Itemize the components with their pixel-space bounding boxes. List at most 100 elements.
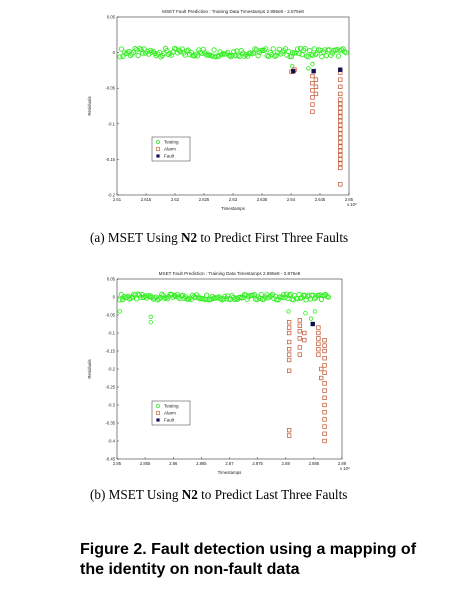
c2-x-tick-label: 2.88 (282, 461, 291, 466)
c2-testing-point (286, 292, 292, 299)
c2-x-tick-label: 2.87 (225, 461, 234, 466)
c1-testing-point (329, 50, 336, 56)
c2-alarm-point (286, 357, 292, 363)
c1-y-tick-label: -0.05 (105, 86, 115, 91)
c2-legend-marker-testing (156, 404, 160, 408)
c2-testing-point (203, 292, 210, 298)
c2-alarm-point (322, 431, 327, 436)
caption-a: (a) MSET Using N2 to Predict First Three… (90, 230, 357, 246)
c2-testing-point (281, 291, 287, 298)
c1-legend-marker-fault (156, 154, 160, 158)
c2-testing-point (258, 291, 264, 298)
c1-alarm-point (338, 165, 343, 171)
c2-legend-marker-fault (156, 418, 160, 422)
c1-alarm-point (338, 152, 343, 158)
c2-testing-point (180, 292, 186, 298)
c2-alarm-point (286, 368, 292, 373)
c2-testing-point (168, 291, 175, 298)
caption-b-prefix: (b) MSET Using (90, 487, 182, 502)
c2-y-tick-label: -0.3 (108, 403, 116, 408)
c1-x-tick-label: 2.62 (171, 197, 180, 202)
c1-alarm-point (313, 77, 319, 82)
c2-alarm-point (316, 330, 321, 336)
c2-alarm-point (297, 336, 302, 341)
c2-alarm-point (319, 375, 324, 381)
c1-alarm-point (338, 123, 343, 128)
c2-y-tick-label: -0.4 (108, 439, 116, 444)
c1-testing-point (155, 51, 161, 57)
c2-x-axis-label: Timestamps (218, 470, 243, 475)
c1-testing-point (313, 51, 319, 58)
c2-testing-point (139, 291, 145, 298)
c2-y-tick-label: 0 (113, 295, 116, 300)
c1-alarm-point (338, 135, 343, 141)
c1-alarm-point (313, 84, 319, 89)
c2-alarm-point (322, 338, 327, 343)
c1-x-tick-label: 2.64 (287, 197, 296, 202)
c1-testing-point (296, 50, 302, 57)
c2-alarm-point (322, 424, 327, 429)
c1-alarm-point (338, 97, 343, 102)
c2-testing-point (163, 294, 169, 301)
caption-a-prefix: (a) MSET Using (90, 230, 181, 245)
c1-testing-point (194, 53, 200, 59)
c1-testing-point (118, 46, 125, 52)
c1-alarm-point (338, 118, 343, 124)
c1-testing-point (211, 47, 217, 53)
c2-x-tick-label: 2.865 (196, 461, 207, 466)
c2-y-tick-label: -0.15 (105, 349, 115, 354)
c2-x-tick-label: 2.855 (140, 461, 151, 466)
c2-y-axis-label: Residuals (87, 359, 92, 379)
c1-x-tick-label: 2.635 (257, 197, 268, 202)
c1-y-axis-label: Residuals (87, 96, 92, 116)
c2-testing-point (128, 295, 134, 301)
c2-x-tick-label: 2.885 (309, 461, 320, 466)
c1-testing-point (273, 52, 279, 59)
c1-x-tick-label: 2.61 (113, 197, 122, 202)
c1-testing-point (306, 66, 311, 71)
c1-fault-point (311, 68, 316, 74)
c2-fault-point (310, 321, 315, 327)
c1-alarm-point (338, 114, 343, 119)
c2-alarm-point (297, 323, 302, 328)
c1-x-tick-label: 2.615 (141, 197, 152, 202)
c1-testing-point (193, 51, 199, 57)
c2-alarm-point (286, 428, 292, 433)
c2-alarm-point (297, 352, 302, 357)
c2-alarm-point (297, 345, 302, 350)
c2-testing-point (148, 320, 153, 325)
caption-b: (b) MSET Using N2 to Predict Last Three … (90, 487, 357, 503)
c1-y-tick-label: -0.2 (108, 193, 116, 198)
c1-testing-point (343, 50, 349, 56)
c1-x-tick-label: 2.65 (345, 197, 354, 202)
c2-legend-marker-alarm (156, 411, 160, 415)
c1-alarm-point (310, 81, 315, 86)
c1-testing-point (191, 53, 197, 59)
c1-legend-marker-alarm (156, 147, 160, 151)
c2-testing-point (250, 292, 256, 299)
c2-testing-point (251, 291, 257, 298)
c2-alarm-point (286, 330, 292, 336)
c1-testing-point (289, 63, 295, 69)
c1-title: MSET Fault Prediction : Training Data Ti… (162, 9, 304, 14)
c2-testing-point (171, 292, 178, 299)
c2-alarm-point (286, 352, 292, 357)
c2-testing-point (308, 316, 314, 321)
c1-x-axis-label: Timestamps (221, 206, 246, 211)
c1-testing-point (168, 52, 175, 58)
c2-alarm-point (319, 366, 324, 372)
c1-testing-point (243, 51, 249, 58)
c1-alarm-point (338, 77, 343, 82)
c2-testing-point (311, 296, 318, 302)
c1-alarm-point (338, 84, 343, 89)
c1-testing-point (215, 53, 222, 59)
c2-testing-point (208, 296, 214, 303)
c2-alarm-point (322, 402, 327, 408)
c1-testing-point (270, 46, 276, 52)
c1-testing-point (225, 49, 231, 56)
c2-x-tick-label: 2.86 (169, 461, 178, 466)
c2-y-tick-label: 0.05 (107, 277, 116, 282)
c1-legend-label: Alarm (164, 147, 176, 152)
c2-alarm-point (322, 395, 327, 400)
